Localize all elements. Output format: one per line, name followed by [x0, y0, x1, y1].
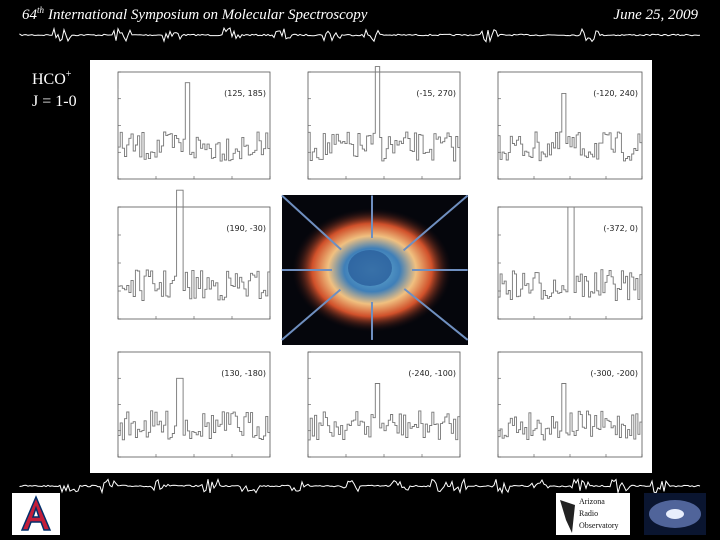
molecule-label: HCO+: [32, 69, 72, 88]
header-superscript: th: [37, 5, 45, 15]
nebula-core: [348, 250, 392, 286]
spectrum-trace: [118, 189, 271, 301]
molecule: HCO: [32, 71, 66, 88]
dish-icon: [560, 500, 575, 533]
spectrum-trace: [118, 377, 271, 441]
position-label: (130, -180): [221, 369, 266, 378]
logo-line: Observatory: [579, 521, 619, 530]
position-label: (-372, 0): [603, 224, 638, 233]
galaxy-logo: [644, 493, 706, 535]
aro-logo: Arizona Radio Observatory: [556, 493, 630, 535]
spectrum-trace: [308, 383, 461, 441]
spectrum-trace: [498, 92, 643, 162]
position-label: (-120, 240): [593, 89, 638, 98]
pointer-arrow: [402, 194, 469, 252]
logo-line: Arizona: [579, 497, 605, 506]
header-title: 64th International Symposium on Molecular…: [22, 5, 368, 23]
position-label: (-240, -100): [408, 369, 456, 378]
wave-divider: [19, 26, 701, 43]
position-label: (125, 185): [224, 89, 266, 98]
wave-divider: [19, 477, 701, 495]
pointer-arrow: [281, 288, 342, 341]
galaxy-core: [666, 509, 684, 519]
spectrum-trace: [498, 206, 643, 302]
spectrum-trace: [308, 66, 461, 162]
university-logo: [12, 493, 60, 535]
position-label: (190, -30): [226, 224, 266, 233]
header-date: June 25, 2009: [613, 7, 698, 23]
spectrum-trace: [498, 383, 643, 441]
logo-a: [20, 495, 52, 531]
transition-label: J = 1-0: [32, 93, 77, 110]
charge: +: [66, 69, 72, 80]
position-label: (-300, -200): [590, 369, 638, 378]
position-label: (-15, 270): [416, 89, 456, 98]
header-number: 64: [22, 7, 38, 23]
spectrum-trace: [118, 82, 271, 162]
logo-line: Radio: [579, 509, 598, 518]
pointer-arrow: [281, 194, 342, 251]
pointer-arrow: [403, 288, 469, 341]
header-text: International Symposium on Molecular Spe…: [47, 7, 368, 23]
